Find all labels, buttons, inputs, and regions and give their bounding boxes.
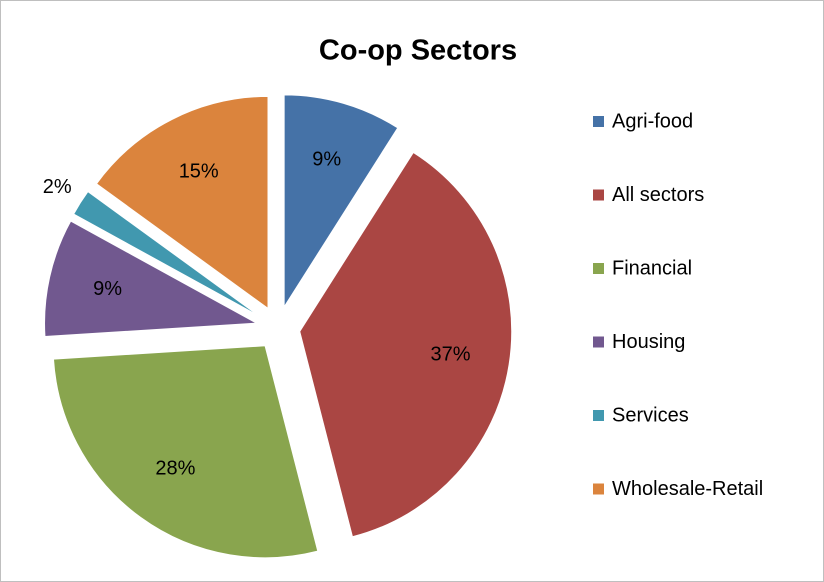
data-label: 2%	[43, 176, 72, 198]
legend-label: Housing	[612, 331, 685, 353]
legend-label: Wholesale-Retail	[612, 478, 763, 500]
data-label: 15%	[179, 161, 219, 183]
legend: Agri-food All sectors Financial Housing Serv…	[593, 110, 763, 500]
pie: 9% 37% 28% 9% 2% 15%	[43, 94, 513, 559]
pie-slice	[72, 190, 260, 317]
legend-swatch	[593, 189, 604, 201]
legend-label: All sectors	[612, 184, 704, 206]
data-label: 37%	[430, 344, 470, 366]
chart-title: Co-op Sectors	[319, 35, 517, 67]
data-label: 9%	[312, 149, 341, 171]
legend-label: Agri-food	[612, 110, 693, 132]
legend-swatch	[593, 116, 604, 127]
legend-label: Financial	[612, 257, 692, 279]
legend-swatch	[593, 483, 604, 495]
legend-swatch	[593, 410, 604, 421]
pie-slice	[44, 220, 259, 338]
legend-swatch	[593, 263, 604, 274]
legend-swatch	[593, 336, 604, 348]
legend-label: Services	[612, 404, 689, 426]
pie-slice	[95, 95, 269, 310]
pie-slice	[52, 345, 319, 559]
pie-slice	[299, 151, 513, 538]
pie-slice	[283, 94, 399, 309]
data-label: 28%	[155, 458, 195, 480]
data-label: 9%	[93, 278, 122, 300]
